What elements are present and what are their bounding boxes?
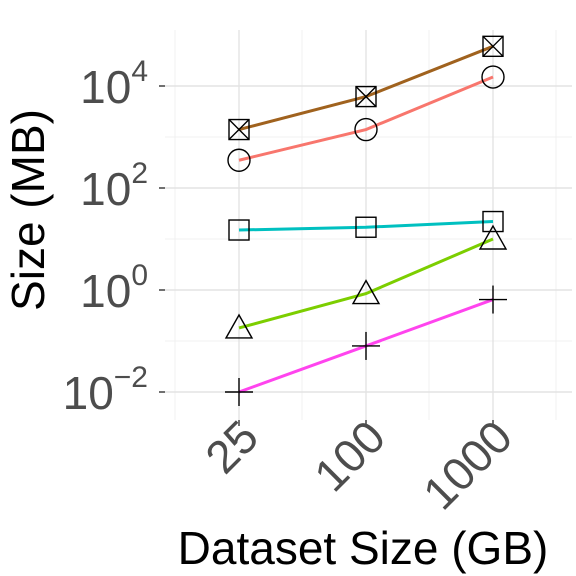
y-tick-base: 10 (80, 163, 131, 215)
series-line (238, 220, 494, 232)
marker-box (228, 118, 250, 141)
y-tick-label: 100 (80, 259, 148, 317)
series-5 (225, 285, 507, 406)
marker-triangle (224, 313, 254, 339)
x-axis-ticks: 25 100 1000 (195, 410, 522, 519)
marker-box (355, 85, 377, 108)
grid (165, 30, 572, 420)
marker-circle (481, 65, 505, 89)
series-2 (227, 65, 505, 172)
series-layer (224, 35, 508, 406)
marker-triangle (351, 279, 381, 305)
marker-x-stroke (355, 86, 377, 108)
y-tick-label: 10−2 (63, 361, 148, 419)
marker-plus (479, 285, 507, 314)
x-tick-label: 25 (195, 410, 268, 483)
y-tick-base: 10 (80, 265, 131, 317)
series-3 (228, 210, 504, 241)
marker-triangle (478, 224, 508, 250)
marker-box (482, 35, 504, 58)
series-line (238, 75, 494, 162)
marker-circle (354, 117, 378, 142)
marker-square (482, 210, 504, 233)
x-axis-title: Dataset Size (GB) (178, 522, 549, 574)
y-tick-exponent: 2 (131, 157, 148, 190)
y-axis-title: Size (MB) (2, 109, 54, 311)
y-tick-exponent: 4 (131, 55, 148, 88)
y-tick-exponent: −2 (114, 361, 148, 394)
y-tick-base: 10 (63, 367, 114, 419)
y-tick-exponent: 0 (131, 259, 148, 292)
y-tick-label: 104 (80, 55, 148, 113)
marker-x-stroke (228, 119, 250, 141)
y-tick-label: 102 (80, 157, 148, 215)
marker-plus (352, 331, 380, 360)
series-1 (228, 35, 504, 141)
series-line (238, 237, 494, 330)
marker-box-x (355, 85, 377, 108)
marker-square (355, 216, 377, 238)
y-tick-base: 10 (80, 61, 131, 113)
series-4 (224, 224, 508, 339)
marker-plus (225, 378, 253, 406)
marker-square (228, 219, 250, 241)
marker-box-x (482, 35, 504, 58)
marker-circle (227, 148, 251, 172)
x-tick-label: 1000 (413, 410, 522, 519)
marker-x-stroke (482, 35, 504, 57)
marker-box-x (228, 118, 250, 141)
x-tick-label: 100 (304, 410, 395, 501)
